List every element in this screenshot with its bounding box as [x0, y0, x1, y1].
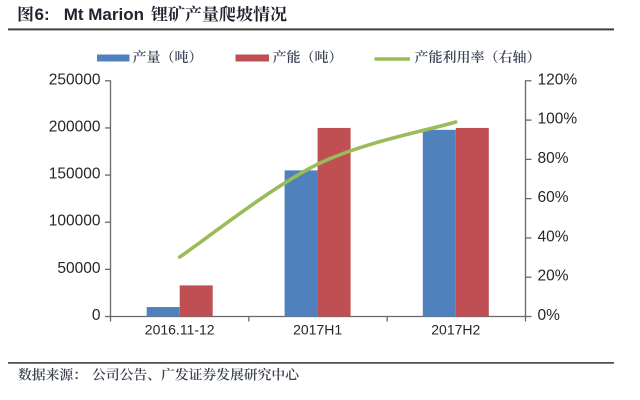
- svg-text:250000: 250000: [49, 71, 101, 88]
- svg-text:50000: 50000: [57, 260, 100, 277]
- svg-text:60%: 60%: [538, 189, 569, 206]
- svg-text:150000: 150000: [49, 166, 101, 183]
- svg-text:Mt Marion: Mt Marion: [64, 5, 144, 24]
- svg-text:2017H1: 2017H1: [293, 322, 342, 338]
- svg-text:6:: 6:: [35, 5, 50, 24]
- svg-text:20%: 20%: [538, 268, 569, 285]
- svg-text:2016.11-12: 2016.11-12: [145, 322, 215, 338]
- svg-text:120%: 120%: [538, 71, 578, 88]
- svg-text:40%: 40%: [538, 228, 569, 245]
- svg-text:0: 0: [92, 307, 101, 324]
- svg-text:100000: 100000: [49, 213, 101, 230]
- svg-text:2017H2: 2017H2: [431, 322, 480, 338]
- svg-text:200000: 200000: [49, 118, 101, 135]
- svg-text:80%: 80%: [538, 150, 569, 167]
- svg-text:0%: 0%: [538, 307, 561, 324]
- svg-text:100%: 100%: [538, 111, 578, 128]
